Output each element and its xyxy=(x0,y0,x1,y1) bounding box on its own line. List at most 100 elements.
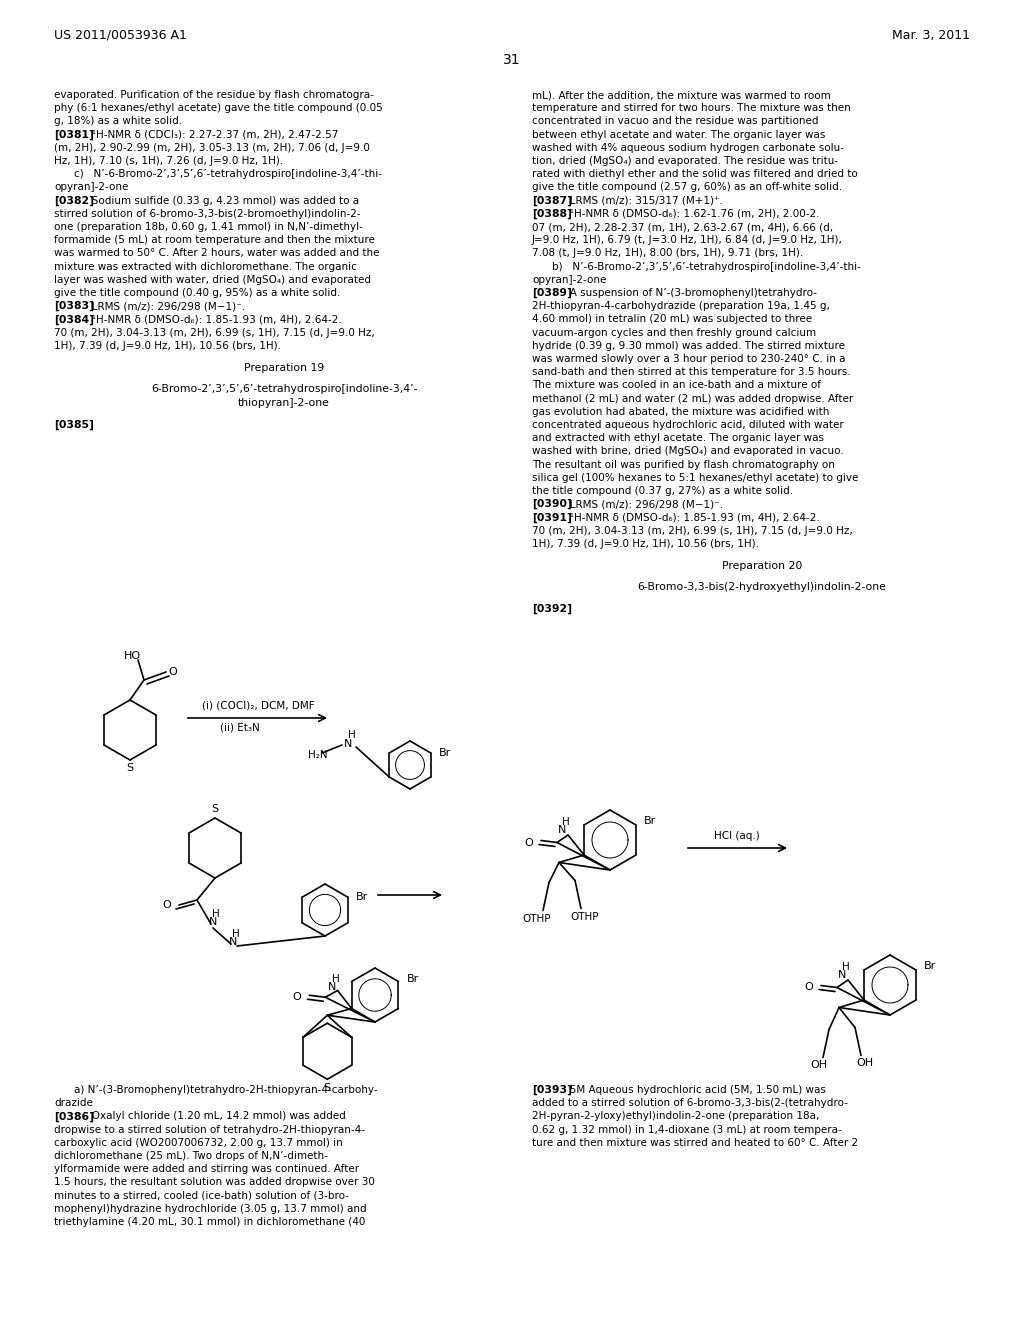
Text: N: N xyxy=(838,970,846,979)
Text: give the title compound (0.40 g, 95%) as a white solid.: give the title compound (0.40 g, 95%) as… xyxy=(54,288,340,298)
Text: and extracted with ethyl acetate. The organic layer was: and extracted with ethyl acetate. The or… xyxy=(532,433,824,444)
Text: US 2011/0053936 A1: US 2011/0053936 A1 xyxy=(54,29,186,41)
Text: carboxylic acid (WO2007006732, 2.00 g, 13.7 mmol) in: carboxylic acid (WO2007006732, 2.00 g, 1… xyxy=(54,1138,343,1148)
Text: 70 (m, 2H), 3.04-3.13 (m, 2H), 6.99 (s, 1H), 7.15 (d, J=9.0 Hz,: 70 (m, 2H), 3.04-3.13 (m, 2H), 6.99 (s, … xyxy=(532,525,853,536)
Text: H: H xyxy=(212,909,220,919)
Text: Preparation 19: Preparation 19 xyxy=(244,363,325,372)
Text: Preparation 20: Preparation 20 xyxy=(722,561,802,570)
Text: O: O xyxy=(169,667,177,677)
Text: washed with 4% aqueous sodium hydrogen carbonate solu-: washed with 4% aqueous sodium hydrogen c… xyxy=(532,143,844,153)
Text: Sodium sulfide (0.33 g, 4.23 mmol) was added to a: Sodium sulfide (0.33 g, 4.23 mmol) was a… xyxy=(82,195,359,206)
Text: 70 (m, 2H), 3.04-3.13 (m, 2H), 6.99 (s, 1H), 7.15 (d, J=9.0 Hz,: 70 (m, 2H), 3.04-3.13 (m, 2H), 6.99 (s, … xyxy=(54,327,375,338)
Text: one (preparation 18b, 0.60 g, 1.41 mmol) in N,N’-dimethyl-: one (preparation 18b, 0.60 g, 1.41 mmol)… xyxy=(54,222,362,232)
Text: layer was washed with water, dried (MgSO₄) and evaporated: layer was washed with water, dried (MgSO… xyxy=(54,275,371,285)
Text: formamide (5 mL) at room temperature and then the mixture: formamide (5 mL) at room temperature and… xyxy=(54,235,375,246)
Text: [0382]: [0382] xyxy=(54,195,94,206)
Text: N: N xyxy=(228,937,238,946)
Text: concentrated in vacuo and the residue was partitioned: concentrated in vacuo and the residue wa… xyxy=(532,116,818,127)
Text: OTHP: OTHP xyxy=(570,912,599,921)
Text: between ethyl acetate and water. The organic layer was: between ethyl acetate and water. The org… xyxy=(532,129,825,140)
Text: washed with brine, dried (MgSO₄) and evaporated in vacuo.: washed with brine, dried (MgSO₄) and eva… xyxy=(532,446,844,457)
Text: (ii) Et₃N: (ii) Et₃N xyxy=(220,723,260,733)
Text: a) N’-(3-Bromophenyl)tetrahydro-2H-thiopyran-4-carbohy-: a) N’-(3-Bromophenyl)tetrahydro-2H-thiop… xyxy=(74,1085,378,1096)
Text: [0381]: [0381] xyxy=(54,129,94,140)
Text: [0386]: [0386] xyxy=(54,1111,94,1122)
Text: g, 18%) as a white solid.: g, 18%) as a white solid. xyxy=(54,116,182,127)
Text: evaporated. Purification of the residue by flash chromatogra-: evaporated. Purification of the residue … xyxy=(54,90,374,100)
Text: mL). After the addition, the mixture was warmed to room: mL). After the addition, the mixture was… xyxy=(532,90,830,100)
Text: Mar. 3, 2011: Mar. 3, 2011 xyxy=(892,29,970,41)
Text: thiopyran]-2-one: thiopyran]-2-one xyxy=(238,397,330,408)
Text: 1.5 hours, the resultant solution was added dropwise over 30: 1.5 hours, the resultant solution was ad… xyxy=(54,1177,375,1188)
Text: O: O xyxy=(293,993,301,1002)
Text: 0.62 g, 1.32 mmol) in 1,4-dioxane (3 mL) at room tempera-: 0.62 g, 1.32 mmol) in 1,4-dioxane (3 mL)… xyxy=(532,1125,842,1135)
Text: LRMS (m/z): 296/298 (M−1)⁻.: LRMS (m/z): 296/298 (M−1)⁻. xyxy=(82,301,245,312)
Text: give the title compound (2.57 g, 60%) as an off-white solid.: give the title compound (2.57 g, 60%) as… xyxy=(532,182,842,193)
Text: tion, dried (MgSO₄) and evaporated. The residue was tritu-: tion, dried (MgSO₄) and evaporated. The … xyxy=(532,156,838,166)
Text: 31: 31 xyxy=(503,53,521,67)
Text: [0388]: [0388] xyxy=(532,209,571,219)
Text: opyran]-2-one: opyran]-2-one xyxy=(532,275,606,285)
Text: phy (6:1 hexanes/ethyl acetate) gave the title compound (0.05: phy (6:1 hexanes/ethyl acetate) gave the… xyxy=(54,103,383,114)
Text: N: N xyxy=(558,825,566,836)
Text: temperature and stirred for two hours. The mixture was then: temperature and stirred for two hours. T… xyxy=(532,103,851,114)
Text: OH: OH xyxy=(856,1059,873,1068)
Text: H: H xyxy=(348,730,356,741)
Text: 1H), 7.39 (d, J=9.0 Hz, 1H), 10.56 (brs, 1H).: 1H), 7.39 (d, J=9.0 Hz, 1H), 10.56 (brs,… xyxy=(54,341,281,351)
Text: S: S xyxy=(126,763,133,774)
Text: The mixture was cooled in an ice-bath and a mixture of: The mixture was cooled in an ice-bath an… xyxy=(532,380,821,391)
Text: A suspension of N’-(3-bromophenyl)tetrahydro-: A suspension of N’-(3-bromophenyl)tetrah… xyxy=(560,288,817,298)
Text: HCl (aq.): HCl (aq.) xyxy=(714,832,760,841)
Text: was warmed to 50° C. After 2 hours, water was added and the: was warmed to 50° C. After 2 hours, wate… xyxy=(54,248,380,259)
Text: 1H), 7.39 (d, J=9.0 Hz, 1H), 10.56 (brs, 1H).: 1H), 7.39 (d, J=9.0 Hz, 1H), 10.56 (brs,… xyxy=(532,539,759,549)
Text: [0384]: [0384] xyxy=(54,314,94,325)
Text: Br: Br xyxy=(924,961,936,972)
Text: [0385]: [0385] xyxy=(54,420,94,429)
Text: minutes to a stirred, cooled (ice-bath) solution of (3-bro-: minutes to a stirred, cooled (ice-bath) … xyxy=(54,1191,349,1201)
Text: LRMS (m/z): 296/298 (M−1)⁻.: LRMS (m/z): 296/298 (M−1)⁻. xyxy=(560,499,723,510)
Text: hydride (0.39 g, 9.30 mmol) was added. The stirred mixture: hydride (0.39 g, 9.30 mmol) was added. T… xyxy=(532,341,845,351)
Text: rated with diethyl ether and the solid was filtered and dried to: rated with diethyl ether and the solid w… xyxy=(532,169,858,180)
Text: O: O xyxy=(804,982,813,993)
Text: [0390]: [0390] xyxy=(532,499,571,510)
Text: N: N xyxy=(209,917,217,927)
Text: H: H xyxy=(332,974,340,983)
Text: vacuum-argon cycles and then freshly ground calcium: vacuum-argon cycles and then freshly gro… xyxy=(532,327,816,338)
Text: b)   N’-6-Bromo-2’,3’,5’,6’-tetrahydrospiro[indoline-3,4’-thi-: b) N’-6-Bromo-2’,3’,5’,6’-tetrahydrospir… xyxy=(552,261,861,272)
Text: H₂N: H₂N xyxy=(308,750,328,760)
Text: (m, 2H), 2.90-2.99 (m, 2H), 3.05-3.13 (m, 2H), 7.06 (d, J=9.0: (m, 2H), 2.90-2.99 (m, 2H), 3.05-3.13 (m… xyxy=(54,143,370,153)
Text: J=9.0 Hz, 1H), 6.79 (t, J=3.0 Hz, 1H), 6.84 (d, J=9.0 Hz, 1H),: J=9.0 Hz, 1H), 6.79 (t, J=3.0 Hz, 1H), 6… xyxy=(532,235,843,246)
Text: Oxalyl chloride (1.20 mL, 14.2 mmol) was added: Oxalyl chloride (1.20 mL, 14.2 mmol) was… xyxy=(82,1111,346,1122)
Text: [0383]: [0383] xyxy=(54,301,94,312)
Text: concentrated aqueous hydrochloric acid, diluted with water: concentrated aqueous hydrochloric acid, … xyxy=(532,420,844,430)
Text: silica gel (100% hexanes to 5:1 hexanes/ethyl acetate) to give: silica gel (100% hexanes to 5:1 hexanes/… xyxy=(532,473,858,483)
Text: OH: OH xyxy=(810,1060,827,1071)
Text: N: N xyxy=(328,982,336,991)
Text: [0393]: [0393] xyxy=(532,1085,572,1096)
Text: methanol (2 mL) and water (2 mL) was added dropwise. After: methanol (2 mL) and water (2 mL) was add… xyxy=(532,393,853,404)
Text: H: H xyxy=(232,929,240,939)
Text: mophenyl)hydrazine hydrochloride (3.05 g, 13.7 mmol) and: mophenyl)hydrazine hydrochloride (3.05 g… xyxy=(54,1204,367,1214)
Text: gas evolution had abated, the mixture was acidified with: gas evolution had abated, the mixture wa… xyxy=(532,407,829,417)
Text: 6-Bromo-2’,3’,5’,6’-tetrahydrospiro[indoline-3,4’-: 6-Bromo-2’,3’,5’,6’-tetrahydrospiro[indo… xyxy=(151,384,417,395)
Text: sand-bath and then stirred at this temperature for 3.5 hours.: sand-bath and then stirred at this tempe… xyxy=(532,367,851,378)
Text: S: S xyxy=(324,1084,331,1093)
Text: Br: Br xyxy=(407,974,419,985)
Text: Br: Br xyxy=(644,816,656,826)
Text: 4.60 mmol) in tetralin (20 mL) was subjected to three: 4.60 mmol) in tetralin (20 mL) was subje… xyxy=(532,314,812,325)
Text: drazide: drazide xyxy=(54,1098,93,1109)
Text: stirred solution of 6-bromo-3,3-bis(2-bromoethyl)indolin-2-: stirred solution of 6-bromo-3,3-bis(2-br… xyxy=(54,209,360,219)
Text: c)   N’-6-Bromo-2’,3’,5’,6’-tetrahydrospiro[indoline-3,4’-thi-: c) N’-6-Bromo-2’,3’,5’,6’-tetrahydrospir… xyxy=(74,169,382,180)
Text: 7.08 (t, J=9.0 Hz, 1H), 8.00 (brs, 1H), 9.71 (brs, 1H).: 7.08 (t, J=9.0 Hz, 1H), 8.00 (brs, 1H), … xyxy=(532,248,803,259)
Text: [0387]: [0387] xyxy=(532,195,572,206)
Text: ¹H-NMR δ (DMSO-d₆): 1.85-1.93 (m, 4H), 2.64-2.: ¹H-NMR δ (DMSO-d₆): 1.85-1.93 (m, 4H), 2… xyxy=(82,314,342,325)
Text: dichloromethane (25 mL). Two drops of N,N’-dimeth-: dichloromethane (25 mL). Two drops of N,… xyxy=(54,1151,328,1162)
Text: H: H xyxy=(562,817,570,828)
Text: 5M Aqueous hydrochloric acid (5M, 1.50 mL) was: 5M Aqueous hydrochloric acid (5M, 1.50 m… xyxy=(560,1085,826,1096)
Text: 2H-thiopyran-4-carbohydrazide (preparation 19a, 1.45 g,: 2H-thiopyran-4-carbohydrazide (preparati… xyxy=(532,301,829,312)
Text: [0391]: [0391] xyxy=(532,512,571,523)
Text: was warmed slowly over a 3 hour period to 230-240° C. in a: was warmed slowly over a 3 hour period t… xyxy=(532,354,846,364)
Text: O: O xyxy=(162,900,171,909)
Text: 07 (m, 2H), 2.28-2.37 (m, 1H), 2.63-2.67 (m, 4H), 6.66 (d,: 07 (m, 2H), 2.28-2.37 (m, 1H), 2.63-2.67… xyxy=(532,222,834,232)
Text: mixture was extracted with dichloromethane. The organic: mixture was extracted with dichlorometha… xyxy=(54,261,357,272)
